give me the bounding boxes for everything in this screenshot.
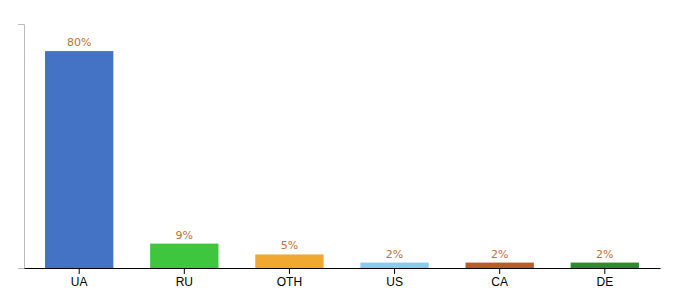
x-tick-mark <box>394 268 395 274</box>
x-tick-label: CA <box>491 275 508 289</box>
bar <box>571 263 639 268</box>
bar <box>150 244 218 268</box>
x-tick: CA <box>491 268 508 289</box>
x-tick-label: RU <box>176 275 193 289</box>
x-tick-label: DE <box>596 275 613 289</box>
data-labels: 80% 9% 5% 2% 2% 2% <box>67 36 614 260</box>
data-label: 2% <box>491 248 508 261</box>
plot: UA RU OTH US CA DE 80% 9% 5% 2% 2% 2% <box>18 25 661 289</box>
x-axis: UA RU OTH US CA DE <box>25 268 661 289</box>
x-tick: OTH <box>277 268 302 289</box>
bar <box>466 263 534 268</box>
x-tick-label: OTH <box>277 275 302 289</box>
x-tick-label: US <box>386 275 403 289</box>
y-axis <box>18 25 25 269</box>
data-label: 80% <box>67 36 91 49</box>
bar <box>255 254 323 268</box>
bar <box>360 263 428 268</box>
x-tick-mark <box>499 268 500 274</box>
x-tick: RU <box>176 268 193 289</box>
data-label: 2% <box>386 248 403 261</box>
x-axis-line <box>25 268 661 269</box>
x-tick: DE <box>596 268 613 289</box>
x-tick-mark <box>289 268 290 274</box>
x-tick-mark <box>604 268 605 274</box>
y-axis-line <box>18 25 25 269</box>
data-label: 9% <box>176 229 193 242</box>
x-tick-label: UA <box>71 275 88 289</box>
x-tick: UA <box>71 268 88 289</box>
data-label: 2% <box>596 248 613 261</box>
chart: UA RU OTH US CA DE 80% 9% 5% 2% 2% 2% <box>0 0 680 300</box>
bar <box>45 51 113 268</box>
x-tick-mark <box>184 268 185 274</box>
bars <box>45 51 639 268</box>
data-label: 5% <box>281 239 298 252</box>
x-tick: US <box>386 268 403 289</box>
x-tick-mark <box>79 268 80 274</box>
